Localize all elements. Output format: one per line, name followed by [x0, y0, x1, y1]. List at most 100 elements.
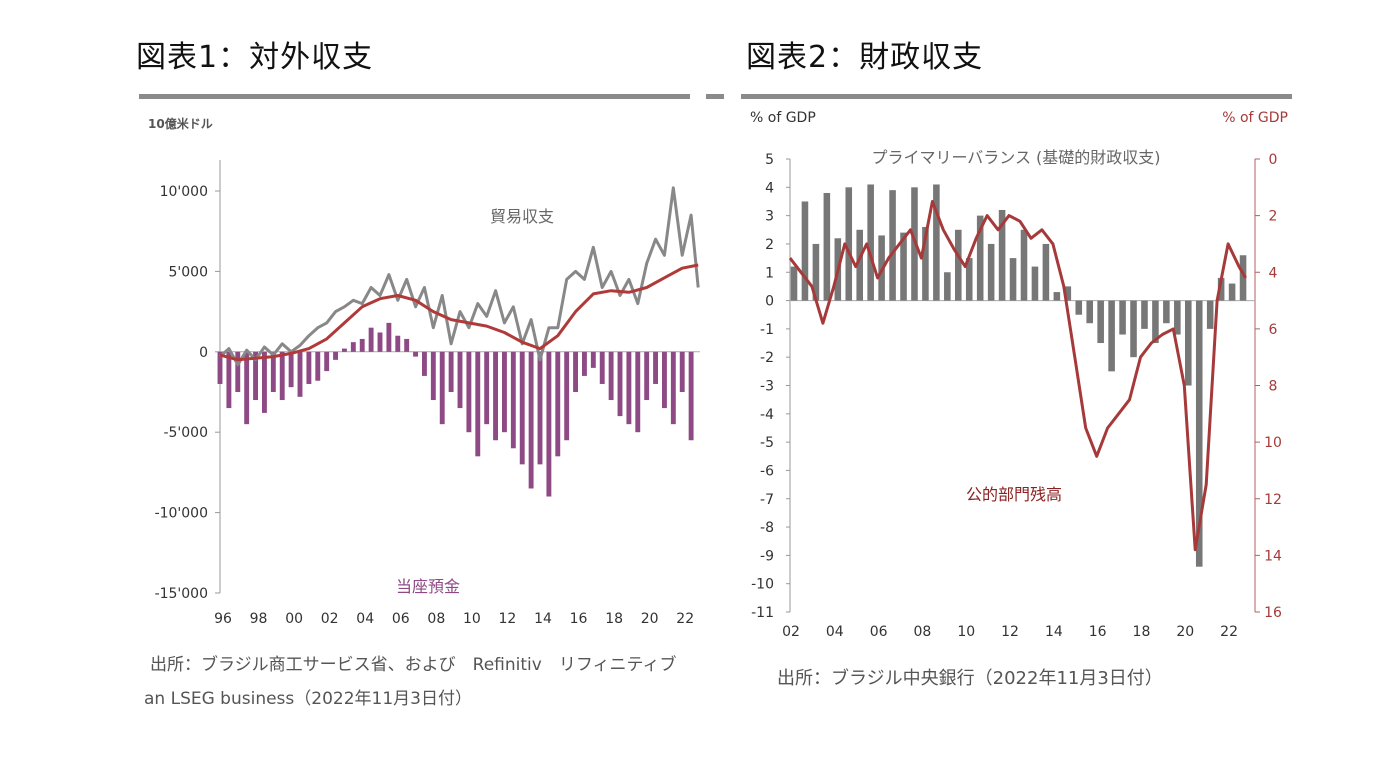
chart1-y-tick-label: 5'000: [169, 264, 208, 280]
chart2-primary-balance-bar: [1042, 243, 1050, 301]
chart2-primary-balance-bar: [955, 229, 962, 301]
chart1-y-tick-label: -5'000: [163, 425, 208, 441]
chart1-current-account-bar: [324, 351, 330, 372]
chart1-current-account-bar: [244, 351, 250, 425]
chart1-current-account-bar: [617, 351, 623, 417]
chart2-primary-balance-bar: [823, 192, 831, 301]
chart1-x-tick-label: 18: [605, 611, 623, 627]
chart2-left-tick-label: -6: [760, 463, 774, 479]
chart1-current-account-bar: [475, 351, 481, 457]
chart1-current-account-bar: [653, 351, 658, 384]
chart2-primary-balance-bar: [965, 258, 973, 301]
chart2-left-tick-label: -10: [751, 577, 774, 593]
chart2-left-tick-label: 3: [765, 209, 774, 225]
chart2-primary-balance-bar: [1064, 286, 1072, 301]
chart2-left-tick-label: -8: [760, 520, 774, 536]
chart2-right-tick-label: 8: [1269, 379, 1278, 395]
chart1-x-tick-label: 14: [534, 611, 552, 627]
chart2-x-tick-label: 22: [1220, 624, 1238, 640]
chart2-primary-balance-bar: [1195, 300, 1203, 567]
chart1-current-account-bar: [217, 351, 223, 384]
chart1-current-account-bar: [599, 351, 605, 384]
chart1-current-account-bar: [590, 351, 596, 368]
chart2-primary-balance-bar: [1130, 300, 1137, 358]
chart2-right-tick-label: 12: [1264, 492, 1282, 508]
chart1-current-account-bar: [262, 351, 267, 413]
chart2-primary-balance-bar: [1228, 283, 1236, 301]
divider-rule: [706, 94, 724, 99]
chart1-current-account-bar: [457, 351, 463, 409]
chart2-right-tick-label: 4: [1269, 265, 1278, 281]
chart1-x-tick-label: 20: [641, 611, 659, 627]
chart1-y-tick-label: 10'000: [160, 184, 208, 200]
chart2-primary-balance-bar: [1152, 300, 1159, 344]
chart2-primary-balance-bar: [801, 201, 809, 301]
chart1-current-account-bar: [635, 351, 641, 433]
chart2-primary-balance-bar: [889, 190, 896, 301]
chart1-x-tick-label: 08: [427, 611, 445, 627]
chart1-current-account-bar: [297, 351, 303, 397]
chart2-right-tick-label: 10: [1264, 435, 1282, 451]
chart2-primary-balance-bar: [812, 243, 820, 301]
figure1-rule: [139, 94, 690, 99]
chart2-left-tick-label: -5: [760, 435, 774, 451]
chart1-current-account-bar: [493, 351, 498, 441]
chart2-primary-balance-bar: [922, 226, 929, 301]
chart1-group: 10億米ドル 10'000 5'000 0 -5'000 -10'000 -15'000 96…: [148, 116, 700, 627]
chart1-x-tick-label: 02: [321, 611, 339, 627]
chart2-primary-balance-bar: [1031, 266, 1039, 301]
chart2-x-tick-label: 18: [1133, 624, 1151, 640]
chart1-current-account-bar: [279, 351, 285, 401]
chart1-trade-balance-label: 貿易収支: [490, 207, 554, 226]
chart2-primary-balance-bar: [1185, 300, 1192, 386]
chart2-primary-balance-bar: [845, 187, 853, 301]
chart1-current-account-bar: [670, 351, 676, 425]
chart2-right-tick-label: 6: [1269, 322, 1278, 338]
chart1-current-account-bar: [502, 351, 507, 433]
chart1-current-account-bar: [395, 335, 401, 352]
chart2-right-axis-label: % of GDP: [1222, 110, 1288, 126]
chart2-x-tick-label: 08: [914, 624, 932, 640]
chart2-primary-balance-bar: [1206, 300, 1214, 329]
chart1-current-account-bar: [377, 332, 383, 352]
chart1-current-account-bar: [484, 351, 490, 425]
chart2-left-tick-label: -1: [760, 322, 774, 338]
chart1-current-account-bar: [350, 342, 356, 352]
figure2-title: 図表2：財政収支: [746, 40, 984, 75]
chart1-current-account-bar: [315, 351, 321, 381]
chart1-current-account-bar: [608, 351, 614, 401]
chart1-current-account-bar: [235, 351, 241, 392]
chart2-primary-balance-bar: [1239, 255, 1247, 301]
chart1-current-account-bar: [253, 351, 258, 401]
chart2-left-tick-label: -9: [760, 548, 774, 564]
chart1-current-account-bar: [537, 351, 543, 465]
chart2-left-tick-label: 5: [765, 152, 774, 168]
chart2-left-tick-label: 1: [765, 265, 774, 281]
chart1-current-account-bar: [448, 351, 454, 392]
chart2-x-tick-label: 10: [957, 624, 975, 640]
chart2-left-tick-label: -3: [760, 379, 774, 395]
chart1-current-account-bar: [333, 351, 338, 360]
chart1-x-tick-label: 04: [356, 611, 374, 627]
chart1-current-account-bar: [466, 351, 472, 433]
chart1-current-account-bar: [519, 351, 525, 465]
chart2-primary-balance-bar: [1086, 300, 1093, 324]
chart2-left-tick-label: -4: [760, 407, 774, 423]
chart1-x-tick-label: 96: [214, 611, 232, 627]
figure1-title: 図表1：対外収支: [136, 40, 374, 75]
chart1-current-account-bar: [439, 351, 445, 425]
figure2-rule: [741, 94, 1292, 99]
chart2-primary-balance-bar: [867, 184, 874, 301]
chart1-current-account-bar: [342, 348, 347, 352]
chart1-current-account-bar: [679, 351, 685, 392]
chart2-x-tick-label: 14: [1045, 624, 1063, 640]
chart1-current-account-bar: [555, 351, 561, 457]
chart2-primary-balance-bar: [900, 232, 907, 301]
chart1-x-tick-label: 12: [499, 611, 517, 627]
chart1-current-account-bar: [573, 351, 578, 392]
chart2-x-tick-label: 16: [1089, 624, 1107, 640]
chart1-y-tick-label: 0: [199, 345, 208, 361]
chart2-primary-balance-bar: [1020, 229, 1028, 301]
chart1-current-account-bar: [564, 351, 570, 441]
chart2-left-tick-label: -2: [760, 350, 774, 366]
